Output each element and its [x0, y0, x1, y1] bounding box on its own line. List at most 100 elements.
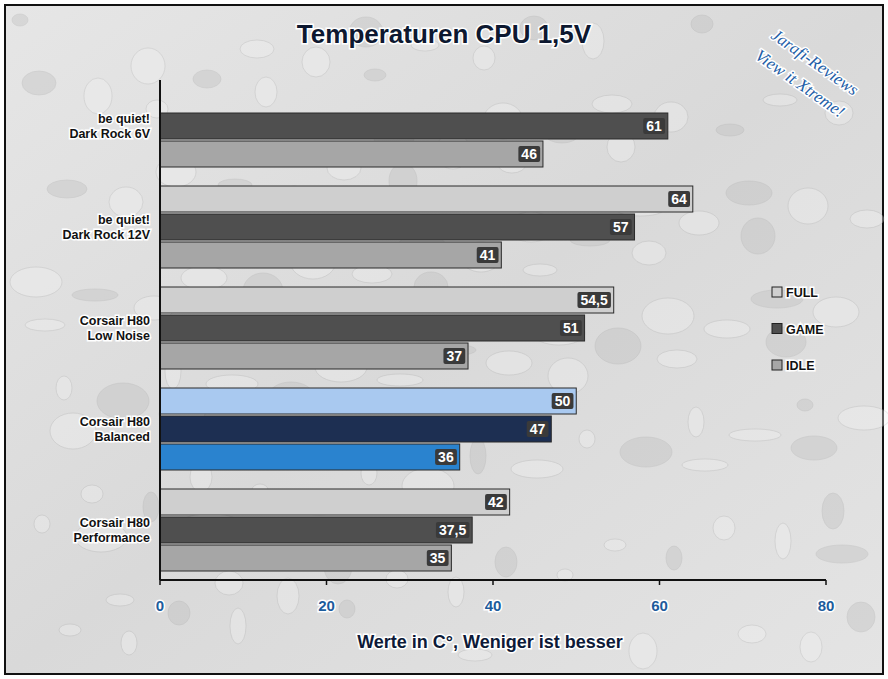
stone	[34, 515, 50, 533]
data-label: 51	[563, 320, 579, 336]
x-tick-label: 0	[156, 597, 164, 614]
stone	[72, 289, 118, 301]
data-label: 35	[430, 550, 446, 566]
watermark: Jarafi-ReviewsView it Xtreme!	[752, 24, 864, 121]
bar	[160, 186, 693, 212]
label-bg	[577, 292, 610, 308]
stone	[657, 350, 697, 368]
bar	[160, 545, 451, 571]
bar	[160, 388, 576, 414]
category-line: Low Noise	[87, 329, 150, 343]
bars	[160, 113, 693, 571]
x-tick-label: 60	[651, 597, 668, 614]
category-line: be quiet!	[98, 213, 150, 227]
stone	[486, 351, 532, 375]
bar	[160, 517, 472, 543]
stone	[666, 546, 682, 570]
stone	[788, 188, 828, 224]
category-line: Corsair H80	[80, 516, 150, 530]
stone	[763, 94, 797, 106]
bar	[160, 416, 551, 442]
stone	[230, 608, 246, 644]
data-label: 41	[480, 247, 496, 263]
stone	[495, 547, 517, 577]
stone	[470, 438, 486, 474]
label-bg	[477, 247, 499, 263]
x-tick-label: 80	[818, 597, 835, 614]
data-label: 37	[446, 348, 462, 364]
bar	[160, 141, 543, 167]
data-label: 46	[521, 146, 537, 162]
stone	[797, 399, 813, 411]
stone	[473, 46, 495, 70]
stone	[25, 319, 65, 331]
stone	[838, 406, 888, 430]
label-bg	[527, 421, 549, 437]
label-bg	[436, 522, 469, 538]
stone	[716, 124, 744, 136]
label-bg	[643, 118, 665, 134]
stone	[682, 459, 728, 471]
stone	[56, 376, 72, 400]
stone	[604, 539, 626, 551]
stone	[850, 210, 884, 228]
x-tick-label: 20	[318, 597, 335, 614]
data-label: 54,5	[580, 292, 607, 308]
stone	[240, 40, 274, 58]
x-tick	[492, 580, 494, 585]
stone	[10, 267, 62, 297]
bar	[160, 214, 635, 240]
label-bg	[485, 494, 507, 510]
legend: FULLGAMEIDLE	[772, 286, 824, 373]
title: Temperaturen CPU 1,5V	[297, 19, 592, 49]
stone	[579, 430, 595, 448]
stone	[181, 266, 227, 290]
x-tick	[825, 580, 827, 585]
frame	[5, 5, 883, 674]
stone	[302, 47, 330, 77]
legend-swatch	[772, 287, 782, 297]
category-label: Corsair H80Balanced	[80, 415, 150, 444]
bar	[160, 315, 585, 341]
stone	[511, 460, 563, 478]
data-label: 37,5	[439, 522, 466, 538]
label-bg	[427, 550, 449, 566]
stone	[713, 516, 735, 540]
category-line: Dark Rock 6V	[69, 127, 150, 141]
category-line: Corsair H80	[80, 314, 150, 328]
x-tick	[659, 580, 661, 585]
bar	[160, 489, 510, 515]
category-label: Corsair H80Performance	[74, 516, 150, 545]
stone	[816, 545, 868, 563]
stone	[255, 77, 277, 107]
texture	[10, 14, 888, 669]
label-bg	[518, 146, 540, 162]
x-tick	[159, 580, 161, 585]
label-bg	[435, 449, 457, 465]
stone	[726, 181, 772, 205]
annotation: View it Xtreme!	[752, 46, 849, 122]
category-line: Performance	[74, 531, 150, 545]
stone	[106, 594, 134, 606]
stone	[47, 180, 87, 198]
stone	[168, 601, 190, 625]
label-bg	[668, 191, 690, 207]
stone	[84, 78, 112, 114]
stone	[215, 571, 243, 595]
data-label: 64	[671, 191, 687, 207]
stone	[12, 14, 28, 26]
legend-swatch	[772, 360, 782, 370]
stone	[738, 625, 766, 643]
stone	[339, 600, 355, 618]
stone	[22, 71, 56, 95]
data-label: 42	[488, 494, 504, 510]
stone	[679, 211, 719, 235]
data-label: 47	[530, 421, 546, 437]
label-bg	[610, 219, 632, 235]
stone	[448, 577, 464, 607]
stone	[131, 48, 165, 84]
stone	[704, 320, 750, 338]
bar	[160, 113, 668, 139]
stone	[629, 633, 657, 669]
stone	[847, 602, 875, 632]
